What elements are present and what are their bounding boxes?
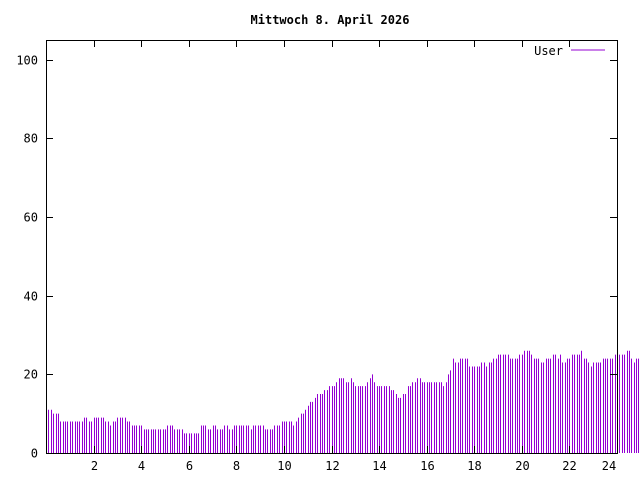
y-tick-label: 20	[24, 368, 38, 382]
legend: User	[534, 44, 605, 58]
y-tick-label: 40	[24, 290, 38, 304]
x-tick-label: 16	[420, 459, 434, 473]
bars-group	[46, 350, 639, 453]
x-tick-label: 4	[138, 459, 145, 473]
y-tick-label: 100	[16, 54, 38, 68]
x-tick-label: 18	[467, 459, 481, 473]
x-tick-label: 6	[186, 459, 193, 473]
x-tick-label: 12	[325, 459, 339, 473]
chart-title: Mittwoch 8. April 2026	[251, 13, 410, 27]
x-tick-label: 14	[372, 459, 386, 473]
x-tick-label: 8	[233, 459, 240, 473]
x-tick-label: 24	[602, 459, 616, 473]
x-tick-label: 10	[277, 459, 291, 473]
x-tick-label: 20	[515, 459, 529, 473]
x-tick-label: 22	[562, 459, 576, 473]
legend-label-user: User	[534, 44, 563, 58]
x-tick-label: 2	[91, 459, 98, 473]
y-tick-label: 60	[24, 211, 38, 225]
y-tick-label: 80	[24, 132, 38, 146]
y-tick-label: 0	[31, 447, 38, 461]
